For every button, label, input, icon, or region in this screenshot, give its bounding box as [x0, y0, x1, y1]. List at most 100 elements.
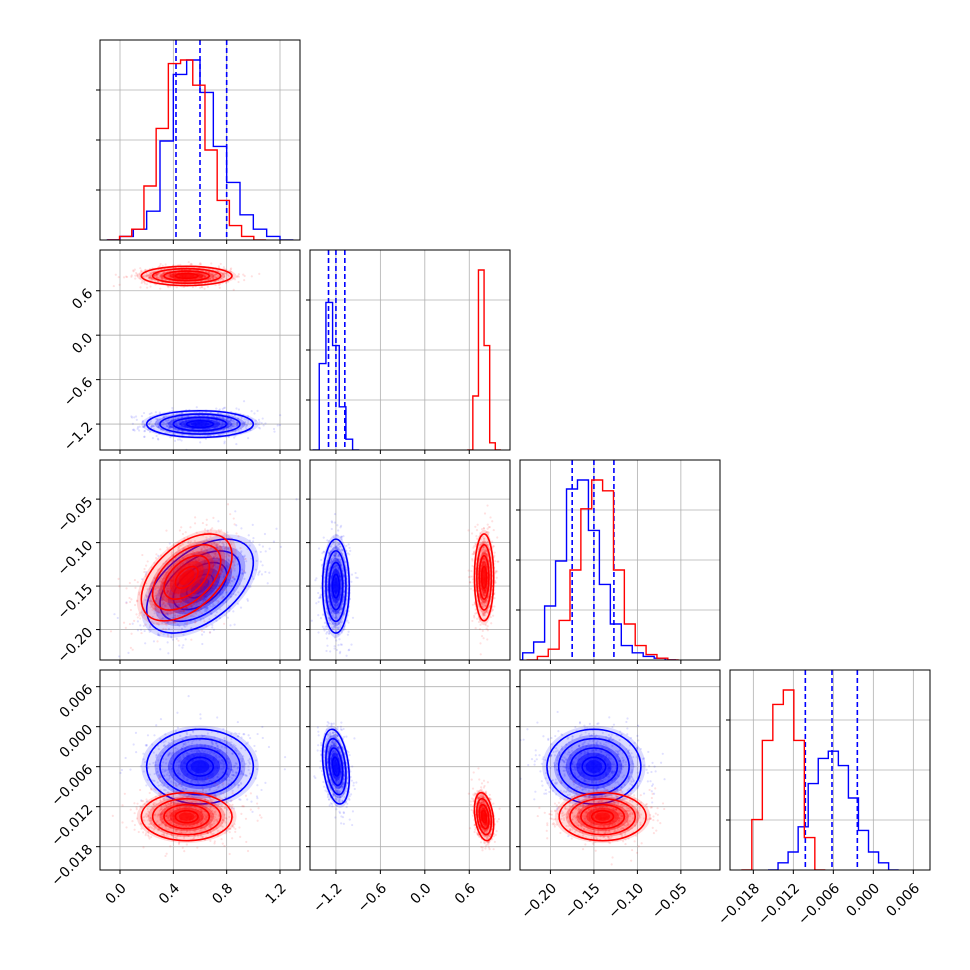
sample-point: [179, 600, 183, 603]
sample-point: [182, 547, 185, 550]
sample-point: [164, 614, 167, 617]
sample-point: [133, 603, 137, 607]
sample-point: [160, 595, 163, 598]
sample-point: [241, 572, 244, 575]
sample-point: [224, 555, 227, 558]
density-contour: [140, 265, 233, 287]
sample-point: [198, 559, 201, 562]
sample-point: [336, 604, 339, 607]
sample-point: [162, 573, 166, 576]
sample-point: [477, 547, 481, 550]
sample-point: [204, 276, 207, 279]
sample-point: [158, 451, 160, 453]
sample-point: [330, 561, 333, 564]
sample-point: [219, 262, 222, 266]
sample-point: [482, 546, 485, 550]
sample-point: [155, 586, 159, 589]
sample-point: [155, 553, 158, 556]
sample-point: [239, 606, 243, 609]
sample-point: [159, 576, 162, 579]
sample-point: [198, 557, 201, 560]
sample-point: [340, 621, 343, 624]
sample-point: [322, 627, 326, 630]
density-contour: [185, 419, 215, 429]
sample-point: [337, 621, 340, 624]
sample-point: [166, 590, 170, 593]
sample-point: [228, 560, 231, 563]
sample-point: [221, 422, 224, 425]
sample-point: [338, 608, 342, 611]
sample-point: [243, 554, 246, 557]
sample-point: [483, 611, 486, 614]
sample-point: [333, 645, 336, 648]
sample-point: [209, 278, 212, 281]
sample-point: [157, 586, 160, 589]
sample-point: [487, 596, 490, 599]
sample-point: [130, 632, 133, 635]
sample-point: [228, 609, 231, 613]
sample-point: [166, 589, 170, 593]
sample-point: [145, 274, 148, 277]
sample-point: [326, 612, 329, 615]
sample-point: [171, 638, 174, 641]
sample-point: [222, 575, 226, 578]
sample-point: [335, 564, 339, 567]
sample-point: [216, 542, 219, 545]
sample-point: [169, 426, 172, 429]
sample-point: [160, 276, 163, 279]
sample-point: [209, 570, 212, 573]
sample-point: [149, 585, 153, 588]
sample-point: [130, 275, 133, 278]
sample-point: [167, 635, 170, 638]
sample-point: [213, 562, 216, 566]
sample-point: [339, 558, 342, 561]
sample-point: [256, 409, 259, 412]
sample-point: [236, 424, 239, 427]
sample-point: [332, 566, 335, 569]
sample-point: [227, 558, 230, 561]
sample-point: [161, 591, 164, 594]
sample-point: [128, 600, 132, 604]
sample-point: [223, 551, 226, 554]
sample-point: [182, 644, 185, 647]
sample-point: [232, 576, 235, 579]
sample-point: [229, 577, 232, 580]
sample-point: [333, 616, 336, 619]
sample-point: [188, 589, 192, 593]
sample-point: [151, 425, 154, 428]
sample-point: [221, 278, 224, 282]
sample-point: [176, 548, 180, 551]
sample-point: [214, 273, 217, 276]
sample-point: [177, 416, 180, 419]
sample-point: [481, 553, 484, 556]
sample-point: [190, 604, 193, 608]
sample-point: [179, 610, 183, 613]
sample-point: [333, 610, 336, 613]
sample-point: [155, 608, 158, 611]
sample-point: [160, 588, 163, 591]
sample-point: [245, 560, 248, 563]
sample-point: [169, 592, 172, 596]
sample-point: [325, 625, 329, 628]
sample-point: [171, 418, 174, 421]
sample-point: [157, 623, 160, 626]
sample-point: [209, 278, 212, 281]
sample-point: [153, 576, 156, 579]
sample-point: [207, 278, 210, 281]
sample-point: [236, 563, 239, 566]
sample-point: [130, 416, 134, 419]
sample-point: [472, 552, 475, 555]
sample-point: [328, 622, 332, 625]
sample-point: [244, 421, 247, 424]
sample-point: [338, 638, 341, 641]
sample-point: [174, 606, 177, 609]
sample-point: [487, 594, 490, 597]
sample-point: [203, 565, 206, 568]
sample-point: [169, 426, 172, 429]
sample-point: [178, 529, 182, 532]
sample-point: [173, 614, 176, 617]
sample-point: [212, 551, 215, 554]
sample-point: [171, 593, 174, 596]
sample-point: [241, 568, 244, 571]
sample-point: [149, 599, 152, 602]
